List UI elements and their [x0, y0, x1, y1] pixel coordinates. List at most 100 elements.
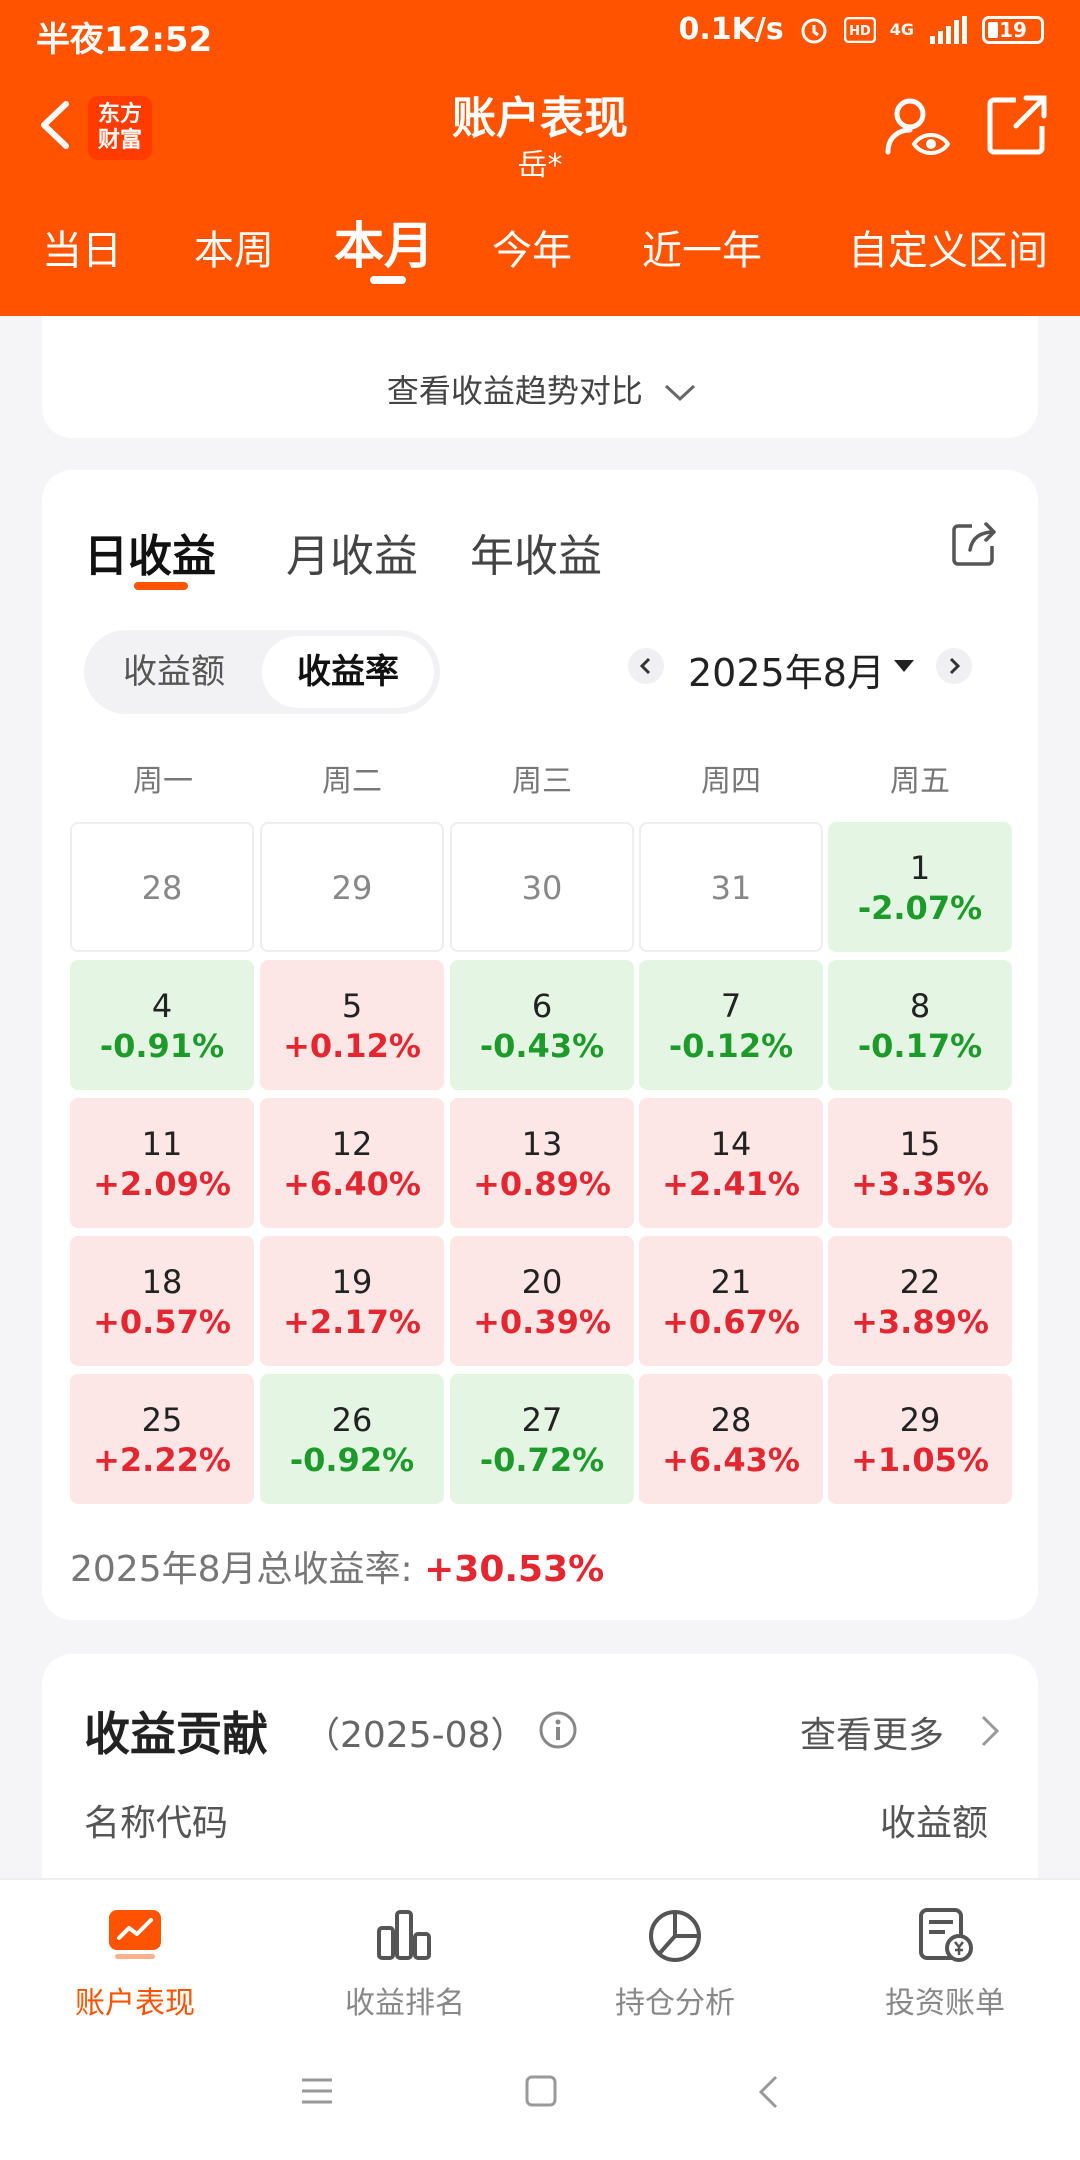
next-month-icon[interactable] — [936, 648, 972, 684]
day-rate: +6.40% — [283, 1165, 421, 1203]
day-rate: +0.57% — [93, 1303, 231, 1341]
calendar-day-cell[interactable]: 19 +2.17% — [260, 1236, 444, 1366]
day-number: 5 — [341, 987, 363, 1025]
segment-profit-amount[interactable]: 收益额 — [123, 652, 225, 692]
day-rate: +2.17% — [283, 1303, 421, 1341]
day-number: 4 — [151, 987, 173, 1025]
day-rate: +0.39% — [473, 1303, 611, 1341]
calendar-day-cell[interactable]: 13 +0.89% — [450, 1098, 634, 1228]
calendar-day-cell[interactable]: 14 +2.41% — [639, 1098, 823, 1228]
system-navigation-bar — [0, 2030, 1080, 2160]
day-number: 14 — [710, 1125, 752, 1163]
back-arrow-icon[interactable] — [36, 100, 76, 150]
prev-month-icon[interactable] — [628, 648, 664, 684]
day-rate: +3.35% — [851, 1165, 989, 1203]
calendar-day-cell[interactable]: 11 +2.09% — [70, 1098, 254, 1228]
caret-down-icon — [894, 660, 914, 672]
day-number: 21 — [710, 1263, 752, 1301]
chevron-right-icon[interactable] — [978, 1714, 1002, 1748]
metric-segment: 收益额 收益率 — [84, 630, 440, 714]
day-number: 25 — [141, 1401, 183, 1439]
day-number: 13 — [521, 1125, 563, 1163]
battery-indicator: 19 — [982, 15, 1044, 44]
day-number: 1 — [909, 849, 931, 887]
day-rate: +0.89% — [473, 1165, 611, 1203]
tab-last-year[interactable]: 近一年 — [642, 228, 762, 274]
nav-account-performance[interactable]: 账户表现 — [0, 1880, 270, 2032]
calendar-day-cell[interactable]: 8 -0.17% — [828, 960, 1012, 1090]
tab-this-year[interactable]: 今年 — [492, 228, 572, 274]
tab-today[interactable]: 当日 — [42, 228, 122, 274]
day-rate: +6.43% — [662, 1441, 800, 1479]
menu-icon[interactable] — [300, 2076, 334, 2106]
app-header: 半夜12:52 0.1K/s HD 4G 19 东方 财富 账户表现 岳* 当日 … — [0, 0, 1080, 316]
trend-chart-icon — [109, 1910, 161, 1959]
period-tab-indicator — [370, 276, 406, 284]
day-number: 29 — [899, 1401, 941, 1439]
view-more-link[interactable]: 查看更多 — [800, 1715, 945, 1756]
column-name-code: 名称代码 — [84, 1803, 229, 1844]
contribution-period: （2025-08） — [304, 1715, 527, 1756]
calendar-day-cell[interactable]: 28 +6.43% — [639, 1374, 823, 1504]
privacy-eye-icon[interactable] — [884, 94, 950, 160]
calendar-day-cell[interactable]: 5 +0.12% — [260, 960, 444, 1090]
weekday-label: 周一 — [133, 764, 193, 799]
calendar-day-cell[interactable]: 18 +0.57% — [70, 1236, 254, 1366]
chevron-down-icon — [665, 384, 696, 402]
home-icon[interactable] — [524, 2074, 558, 2108]
day-rate: +1.05% — [851, 1441, 989, 1479]
weekday-label: 周三 — [512, 764, 572, 799]
nav-holdings-analysis[interactable]: 持仓分析 — [540, 1880, 810, 2032]
segment-profit-rate[interactable]: 收益率 — [262, 636, 434, 708]
day-number: 20 — [521, 1263, 563, 1301]
share-icon[interactable] — [950, 520, 998, 568]
calendar-day-cell[interactable]: 25 +2.22% — [70, 1374, 254, 1504]
calendar-day-cell[interactable]: 7 -0.12% — [639, 960, 823, 1090]
tab-daily-profit[interactable]: 日收益 — [84, 531, 216, 582]
day-number: 8 — [909, 987, 931, 1025]
month-selector[interactable]: 2025年8月 — [688, 651, 885, 695]
day-number: 19 — [331, 1263, 373, 1301]
trend-compare-card[interactable]: 查看收益趋势对比 — [42, 316, 1038, 438]
calendar-day-cell[interactable]: 27 -0.72% — [450, 1374, 634, 1504]
calendar-day-cell[interactable]: 22 +3.89% — [828, 1236, 1012, 1366]
trend-compare-toggle[interactable]: 查看收益趋势对比 — [42, 366, 1042, 412]
calendar-day-cell[interactable]: 15 +3.35% — [828, 1098, 1012, 1228]
calendar-day-cell[interactable]: 26 -0.92% — [260, 1374, 444, 1504]
bottom-navigation: 账户表现 收益排名 持仓分析 投资账单 — [0, 1878, 1080, 2030]
back-icon[interactable] — [756, 2074, 780, 2110]
calendar-day-cell[interactable]: 20 +0.39% — [450, 1236, 634, 1366]
share-icon[interactable] — [986, 94, 1048, 156]
network-type: 4G — [889, 20, 914, 39]
calendar-day-cell[interactable]: 6 -0.43% — [450, 960, 634, 1090]
tab-this-month[interactable]: 本月 — [334, 217, 434, 275]
tab-monthly-profit[interactable]: 月收益 — [286, 531, 418, 582]
day-number: 12 — [331, 1125, 373, 1163]
tab-custom-range[interactable]: 自定义区间 — [848, 228, 1048, 274]
calendar-day-cell[interactable]: 12 +6.40% — [260, 1098, 444, 1228]
info-icon[interactable] — [538, 1710, 578, 1750]
tab-yearly-profit[interactable]: 年收益 — [470, 531, 602, 582]
day-number: 22 — [899, 1263, 941, 1301]
calendar-day-cell: 30 — [450, 822, 634, 952]
day-number: 27 — [521, 1401, 563, 1439]
calendar-day-cell[interactable]: 21 +0.67% — [639, 1236, 823, 1366]
pie-chart-icon — [649, 1910, 701, 1962]
day-rate: +2.22% — [93, 1441, 231, 1479]
calendar-day-cell[interactable]: 1 -2.07% — [828, 822, 1012, 952]
day-rate: +0.67% — [662, 1303, 800, 1341]
calendar-day-cell: 28 — [70, 822, 254, 952]
contribution-title: 收益贡献 — [84, 1707, 268, 1761]
day-rate: -0.12% — [668, 1027, 794, 1065]
weekday-label: 周五 — [890, 764, 950, 799]
tab-this-week[interactable]: 本周 — [194, 228, 274, 274]
calendar-day-cell[interactable]: 29 +1.05% — [828, 1374, 1012, 1504]
day-number: 28 — [710, 1401, 752, 1439]
status-bar: 半夜12:52 0.1K/s HD 4G 19 — [0, 0, 1080, 66]
calendar-day-cell[interactable]: 4 -0.91% — [70, 960, 254, 1090]
nav-profit-ranking[interactable]: 收益排名 — [270, 1880, 540, 2032]
profit-contribution-card: 收益贡献 （2025-08） 查看更多 名称代码 收益额 — [42, 1654, 1038, 1914]
day-rate: -0.17% — [857, 1027, 983, 1065]
nav-investment-bill[interactable]: 投资账单 — [810, 1880, 1080, 2032]
title-bar: 东方 财富 账户表现 岳* — [0, 70, 1080, 190]
